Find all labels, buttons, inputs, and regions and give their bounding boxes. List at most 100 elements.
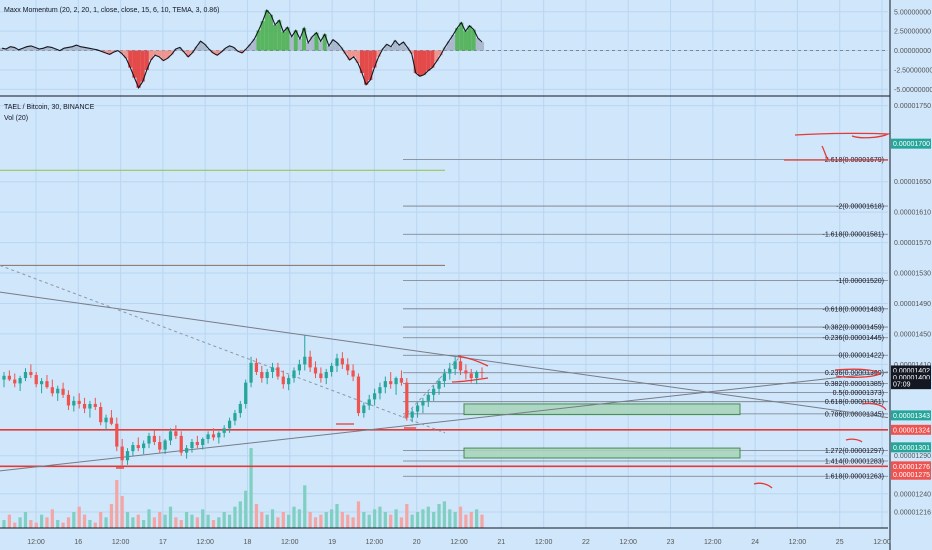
volume-bar: [249, 448, 253, 528]
candle: [389, 381, 393, 385]
osc-bar: [33, 47, 38, 51]
volume-bar: [383, 512, 387, 528]
price-badge-label: 0.00001700: [893, 141, 930, 148]
osc-bar: [264, 10, 269, 51]
fib-label: -2(0.00001618): [836, 204, 884, 211]
time-tick-label: 23: [667, 539, 675, 546]
candle: [297, 364, 302, 371]
volume-bar: [72, 512, 76, 528]
candle: [66, 394, 71, 406]
candle: [480, 371, 484, 373]
osc-bar: [74, 45, 79, 51]
candle: [313, 367, 318, 374]
fib-label: -0.382(0.00001459): [823, 325, 885, 332]
candle: [152, 435, 156, 442]
osc-bar: [12, 47, 17, 51]
osc-bar: [244, 49, 249, 51]
osc-bar: [49, 47, 54, 51]
osc-bar: [330, 39, 336, 51]
volume-bar: [265, 514, 269, 528]
candle: [201, 438, 205, 446]
main-title: TAEL / Bitcoin, 30, BINANCE: [4, 104, 95, 111]
osc-bar: [206, 49, 211, 51]
oscillator-title: Maxx Momentum (20, 2, 20, 1, close, clos…: [4, 7, 219, 14]
osc-tick-label: 2.50000000: [894, 29, 931, 36]
candle: [281, 376, 285, 385]
osc-bar: [66, 47, 71, 51]
candle: [211, 434, 216, 438]
volume-bar: [335, 504, 339, 528]
candle: [464, 370, 468, 374]
osc-bar: [450, 35, 456, 51]
osc-bar: [306, 42, 311, 51]
osc-bar: [256, 30, 261, 51]
osc-bar: [161, 50, 166, 61]
price-badge-label: 0.00001301: [893, 445, 930, 452]
volume-bar: [319, 514, 323, 528]
volume-bar: [233, 506, 237, 528]
osc-bar: [285, 27, 290, 51]
osc-bar: [471, 29, 476, 51]
volume-bar: [362, 512, 366, 528]
volume-bar: [292, 506, 296, 528]
annotation-stroke: [861, 402, 887, 411]
drawings[interactable]: -2.618(0.00001679)-2(0.00001618)-1.618(0…: [0, 157, 889, 481]
osc-bar: [4, 49, 9, 51]
candle: [308, 356, 312, 368]
volume-bar: [45, 517, 49, 528]
osc-tick-label: -5.00000000: [894, 87, 932, 94]
volume-bar: [287, 514, 291, 528]
price-tick-label: 0.00001610: [894, 210, 931, 217]
volume-bar: [50, 509, 54, 528]
volume-bar: [7, 514, 11, 528]
candle: [378, 387, 382, 394]
volume-bar: [217, 517, 221, 528]
demand-zone: [463, 447, 741, 459]
candle: [330, 365, 334, 372]
candle: [18, 378, 22, 384]
volume-bar: [421, 509, 425, 528]
volume-bar: [147, 509, 151, 528]
osc-bar: [297, 38, 302, 51]
volume-bar: [415, 512, 420, 528]
oscillator-pane[interactable]: [0, 9, 888, 89]
price-badge: [891, 138, 931, 149]
candle: [50, 387, 54, 394]
candle: [319, 373, 323, 379]
candle: [115, 423, 119, 447]
price-badge: [891, 424, 931, 435]
candle: [72, 400, 76, 406]
annotation-stroke: [845, 438, 863, 443]
fib-label: -1.618(0.00001581): [823, 232, 885, 239]
volume-bar: [206, 514, 210, 528]
osc-bar: [148, 50, 154, 60]
candle: [303, 356, 307, 365]
osc-bar: [339, 47, 344, 51]
candle: [340, 358, 344, 365]
candle: [227, 420, 232, 429]
time-tick-label: 12:00: [619, 539, 637, 546]
price-badge-label: 0.00001275: [893, 472, 930, 479]
volume-bar: [372, 509, 377, 528]
dashed-trendline: [0, 264, 446, 434]
osc-bar: [124, 50, 129, 59]
price-axis[interactable]: 5.00000000 2.50000000 0.00000000 -2.5000000…: [889, 0, 932, 550]
candle: [426, 394, 430, 401]
volume-bar: [238, 501, 242, 528]
volume-bar: [66, 517, 71, 528]
volume-bar: [120, 496, 124, 528]
time-tick-label: 16: [74, 539, 82, 546]
volume-bar: [61, 522, 65, 528]
volume-bar: [308, 512, 312, 528]
osc-tick-label: -2.50000000: [894, 67, 932, 74]
volume-bar: [93, 522, 97, 528]
osc-bar: [405, 47, 410, 51]
time-axis[interactable]: 12:00 16 12:00 17 12:00 18 12:00 19 12:00 20 12:00…: [0, 527, 891, 546]
candle: [394, 378, 398, 385]
volume-bar: [330, 509, 334, 528]
price-tick-label: 0.00001750: [894, 103, 931, 110]
osc-line: [1, 9, 483, 89]
time-tick-label: 19: [328, 539, 336, 546]
ascending-trendline: [0, 371, 889, 472]
